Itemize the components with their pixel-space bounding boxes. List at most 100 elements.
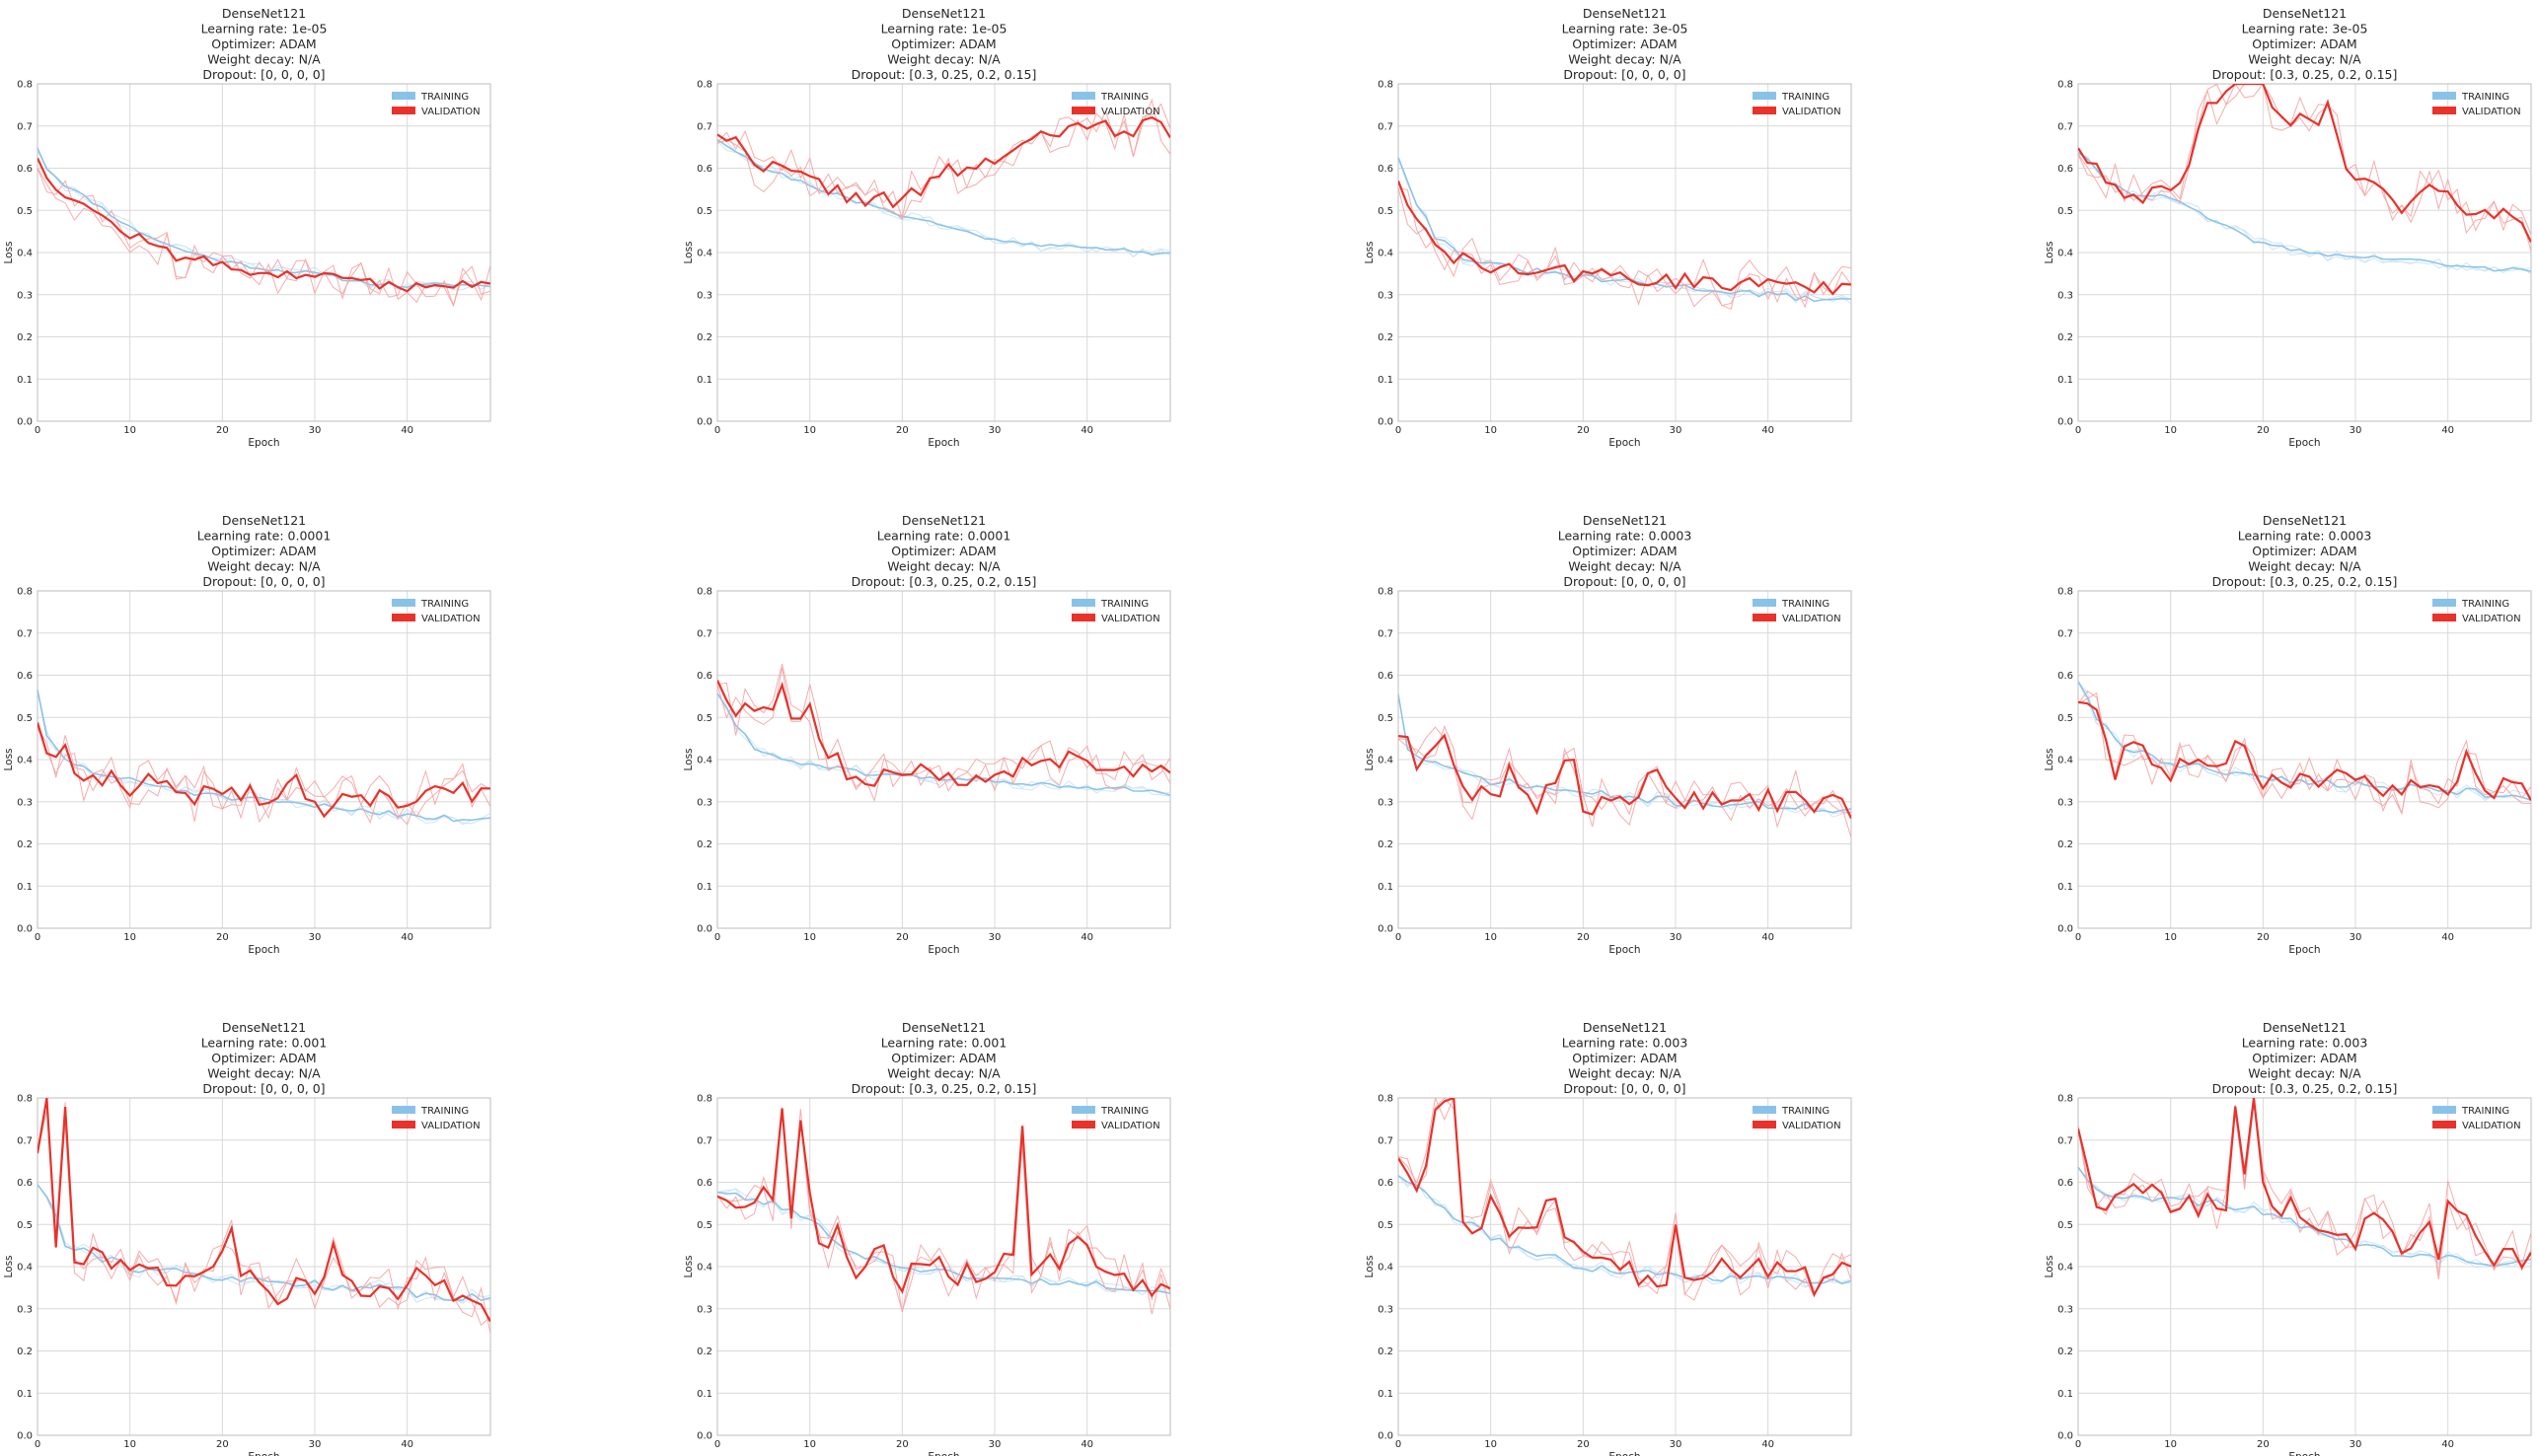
y-tick-label: 0.0: [2057, 924, 2073, 935]
validation-fold-line: [2078, 84, 2531, 252]
y-tick-label: 0.5: [697, 713, 712, 724]
y-tick-label: 0.5: [17, 206, 33, 217]
subplot-title-line: DenseNet121: [222, 513, 306, 528]
x-axis-label: Epoch: [928, 437, 959, 449]
x-tick-label: 10: [123, 425, 136, 436]
y-tick-label: 0.4: [2057, 1263, 2073, 1274]
y-tick-label: 0.4: [1378, 249, 1393, 259]
x-tick-label: 40: [1081, 1439, 1093, 1450]
y-tick-label: 0.7: [1378, 1135, 1393, 1146]
validation-fold-line: [1398, 1098, 1851, 1298]
subplot-title-line: Optimizer: ADAM: [211, 544, 316, 558]
y-tick-label: 0.0: [17, 417, 33, 428]
subplot-title-line: Optimizer: ADAM: [1572, 544, 1677, 558]
legend-validation-swatch: [1072, 1121, 1095, 1128]
y-tick-label: 0.6: [1378, 671, 1393, 682]
y-tick-label: 0.1: [697, 375, 712, 386]
x-tick-label: 0: [714, 425, 720, 436]
training-mean-line: [37, 689, 490, 823]
legend-training-swatch: [392, 92, 415, 100]
legend-validation-swatch: [2432, 614, 2456, 621]
y-axis-label: Loss: [2044, 1255, 2055, 1277]
y-axis-label: Loss: [683, 241, 695, 263]
y-tick-label: 0.4: [17, 756, 33, 766]
training-fold-line: [37, 1184, 490, 1303]
x-tick-label: 0: [2075, 1439, 2081, 1450]
training-fold-line: [717, 1188, 1170, 1294]
y-tick-label: 0.0: [17, 1431, 33, 1442]
y-tick-label: 0.8: [1378, 1094, 1393, 1105]
subplot-title-line: DenseNet121: [1583, 1020, 1667, 1035]
y-tick-label: 0.0: [1378, 924, 1393, 935]
subplot-title-line: Weight decay: N/A: [2248, 559, 2361, 574]
y-tick-label: 0.6: [17, 1178, 33, 1189]
subplot-title-line: Weight decay: N/A: [1568, 1066, 1681, 1081]
legend-training-label: TRAINING: [420, 599, 469, 610]
training-mean-line: [1398, 1175, 1851, 1285]
training-mean-line: [2078, 681, 2531, 801]
y-tick-label: 0.3: [17, 290, 33, 301]
x-axis-label: Epoch: [248, 1451, 279, 1456]
legend-training-swatch: [1753, 1106, 1776, 1114]
y-tick-label: 0.8: [2057, 1094, 2073, 1105]
plot-frame: [37, 1097, 491, 1436]
y-tick-label: 0.1: [1378, 882, 1393, 893]
legend-training-label: TRAINING: [1781, 1106, 1829, 1117]
training-mean-line: [717, 1191, 1170, 1294]
legend-training-label: TRAINING: [2461, 1106, 2509, 1117]
y-tick-label: 0.8: [697, 587, 712, 598]
validation-mean-line: [717, 1108, 1170, 1298]
y-tick-label: 0.7: [1378, 628, 1393, 639]
x-tick-label: 10: [2164, 1439, 2177, 1450]
subplot-title-line: Learning rate: 1e-05: [881, 22, 1008, 36]
plot-frame: [37, 83, 491, 422]
series-group: [717, 1107, 1170, 1315]
x-tick-label: 20: [896, 1439, 909, 1450]
x-tick-label: 40: [1761, 1439, 1774, 1450]
legend-validation-label: VALIDATION: [421, 107, 481, 117]
x-tick-label: 10: [123, 1439, 136, 1450]
x-axis-label: Epoch: [1608, 1451, 1640, 1456]
x-tick-label: 40: [401, 1439, 413, 1450]
validation-mean-line: [2078, 84, 2531, 243]
legend-training-swatch: [2432, 1106, 2456, 1114]
plot-frame: [2077, 1097, 2532, 1436]
y-tick-label: 0.7: [17, 1135, 33, 1146]
y-tick-label: 0.6: [17, 671, 33, 682]
y-tick-label: 0.6: [697, 1178, 712, 1189]
x-tick-label: 10: [2164, 425, 2177, 436]
subplot-title-line: Weight decay: N/A: [2248, 1066, 2361, 1081]
x-tick-label: 0: [1395, 1439, 1401, 1450]
subplot-title-line: DenseNet121: [2263, 1020, 2347, 1035]
y-tick-label: 0.5: [697, 1220, 712, 1231]
x-tick-label: 0: [714, 1439, 720, 1450]
x-tick-label: 40: [2441, 1439, 2454, 1450]
y-tick-label: 0.2: [1378, 332, 1393, 343]
x-axis-label: Epoch: [2288, 437, 2320, 449]
x-tick-label: 10: [803, 1439, 816, 1450]
x-tick-label: 10: [1484, 1439, 1497, 1450]
y-tick-label: 0.4: [2057, 756, 2073, 766]
subplot-title-line: Learning rate: 0.0003: [2238, 529, 2372, 544]
y-tick-label: 0.2: [2057, 332, 2073, 343]
y-tick-label: 0.5: [1378, 1220, 1393, 1231]
subplot-title-line: Optimizer: ADAM: [211, 1051, 316, 1065]
subplot-title-line: Optimizer: ADAM: [1572, 1051, 1677, 1065]
training-fold-line: [2078, 1166, 2531, 1269]
validation-mean-line: [717, 680, 1170, 787]
legend-training-label: TRAINING: [2461, 599, 2509, 610]
x-tick-label: 30: [989, 425, 1002, 436]
validation-mean-line: [1398, 733, 1851, 819]
x-tick-label: 20: [216, 932, 229, 943]
subplot-title-line: Dropout: [0.3, 0.25, 0.2, 0.15]: [852, 1081, 1037, 1096]
y-tick-label: 0.5: [1378, 206, 1393, 217]
x-tick-label: 20: [2257, 932, 2270, 943]
legend-training-swatch: [392, 599, 415, 607]
legend-validation-label: VALIDATION: [421, 1121, 481, 1131]
training-mean-line: [717, 139, 1170, 255]
legend-training-swatch: [1072, 1106, 1095, 1114]
validation-fold-line: [2078, 84, 2531, 235]
